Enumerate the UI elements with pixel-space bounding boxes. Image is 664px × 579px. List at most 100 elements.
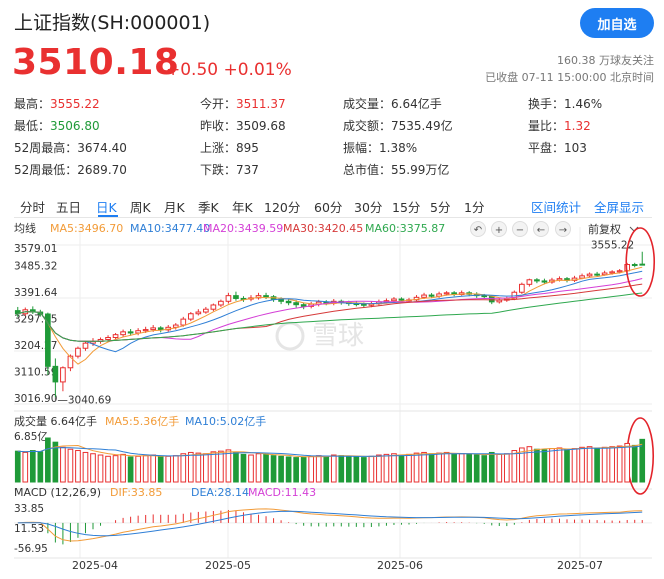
volume-bar — [172, 455, 179, 483]
chart-control-icon: ↶ — [474, 225, 482, 236]
chart-control-button[interactable] — [512, 221, 528, 237]
candle-body — [180, 318, 187, 326]
volume-bar — [534, 448, 540, 483]
candle-body — [443, 292, 450, 295]
candle-body — [195, 311, 202, 315]
volume-bar — [308, 455, 315, 483]
tab-0[interactable]: 分时 — [20, 200, 46, 215]
volume-bar — [361, 457, 367, 483]
volume-bar — [293, 457, 299, 483]
tab-7[interactable]: 120分 — [264, 200, 301, 215]
candle-body — [255, 295, 262, 299]
tab-2[interactable]: 日K — [96, 200, 117, 215]
tab-10[interactable]: 15分 — [392, 200, 421, 215]
tab-4[interactable]: 月K — [164, 200, 185, 215]
volume-bar — [135, 455, 141, 483]
volume-bar — [45, 437, 51, 483]
period-tabs: 分时 五日 日K 周K 月K 季K 年K 120分 60分 30分 15分 5分 1分 区间统计 全屏显示 — [14, 194, 652, 218]
volume-bar — [556, 447, 563, 483]
candle-body — [579, 275, 585, 279]
volume-bar — [631, 444, 638, 483]
volume-bar — [616, 445, 623, 483]
x-axis-label: 2025-07 — [557, 559, 603, 572]
volume-bar — [233, 451, 239, 483]
candle-body — [263, 295, 269, 298]
candle-body — [361, 303, 367, 306]
volume-bar — [203, 453, 209, 483]
ma-legend-item: MA20:3439.59 — [203, 222, 283, 235]
market-status: 已收盘 07-11 15:00:00 北京时间 — [485, 71, 654, 84]
candle-body — [526, 279, 533, 285]
volume-bar — [571, 448, 578, 483]
volume-bar — [105, 455, 111, 483]
tab-8[interactable]: 60分 — [314, 200, 343, 215]
volume-bar — [330, 454, 337, 483]
candle-body — [60, 367, 66, 383]
volume-bar — [75, 450, 81, 483]
volume-bar — [428, 453, 435, 483]
quote-label: 下跌： — [200, 163, 237, 177]
quote-value: 895 — [236, 141, 259, 155]
macd-legend-item: DEA:28.14 — [191, 486, 249, 499]
quote-label: 最高： — [14, 97, 51, 111]
tab-12[interactable]: 1分 — [464, 200, 485, 215]
chart-control-button[interactable] — [533, 221, 549, 237]
volume-bar — [315, 455, 322, 483]
candle-body — [428, 294, 435, 297]
volume-bar — [180, 453, 187, 483]
candle-body — [52, 365, 59, 383]
y-axis-label: 3204.27 — [14, 340, 57, 352]
y-axis-label: 3297.95 — [14, 314, 57, 326]
tab-9[interactable]: 30分 — [354, 200, 383, 215]
candle-body — [285, 300, 292, 304]
x-axis-label: 2025-06 — [377, 559, 423, 572]
quote-value: 1.32 — [564, 119, 591, 133]
quote-label: 量比： — [528, 119, 565, 133]
chart-control-button[interactable] — [470, 221, 486, 237]
candle-body — [218, 300, 224, 306]
tab-6[interactable]: 年K — [232, 200, 253, 215]
chart-control-button[interactable] — [555, 221, 571, 237]
volume-bar — [421, 451, 427, 483]
dea-line — [17, 510, 643, 537]
ma10-line — [17, 270, 643, 353]
quote-label: 52周最低： — [14, 163, 78, 177]
candle-body — [481, 295, 488, 298]
volume-bar — [466, 453, 473, 483]
candle-body — [210, 304, 217, 310]
chart-control-button[interactable] — [491, 221, 507, 237]
volume-bar — [639, 438, 646, 483]
volume-bar — [300, 456, 307, 483]
quote-item: 量比：1.32 — [528, 117, 591, 134]
tab-1[interactable]: 五日 — [56, 200, 82, 215]
candle-body — [127, 331, 134, 334]
quote-label: 成交额： — [343, 119, 392, 133]
volume-bar — [218, 450, 224, 483]
macd-axis-label: 33.85 — [14, 503, 44, 515]
macd-axis-label: -56.95 — [14, 543, 48, 555]
volume-bar — [127, 456, 134, 483]
volume-bar — [150, 454, 157, 483]
candle-body — [135, 330, 141, 334]
candle-body — [82, 342, 89, 349]
fullscreen-button[interactable]: 全屏显示 — [594, 200, 645, 215]
candle-body — [398, 298, 405, 301]
tab-3[interactable]: 周K — [130, 200, 151, 215]
tab-5[interactable]: 季K — [198, 200, 219, 215]
volume-bar — [120, 453, 126, 483]
tab-11[interactable]: 5分 — [430, 200, 451, 215]
volume-bar — [37, 451, 44, 483]
chart-control-icon: − — [516, 225, 524, 236]
volume-bar — [564, 448, 570, 483]
candle-body — [488, 295, 495, 303]
range-stats-button[interactable]: 区间统计 — [531, 200, 582, 215]
x-axis-label: 2025-04 — [72, 559, 118, 572]
candle-body — [534, 279, 540, 282]
followers-count: 160.38 万球友关注 — [557, 54, 654, 67]
volume-bar — [210, 451, 217, 483]
add-watchlist-button[interactable]: 加自选 — [580, 8, 654, 38]
quote-item: 最高：3555.22 — [14, 95, 100, 112]
volume-bar — [270, 455, 277, 483]
quote-item: 52周最高：3674.40 — [14, 139, 127, 156]
